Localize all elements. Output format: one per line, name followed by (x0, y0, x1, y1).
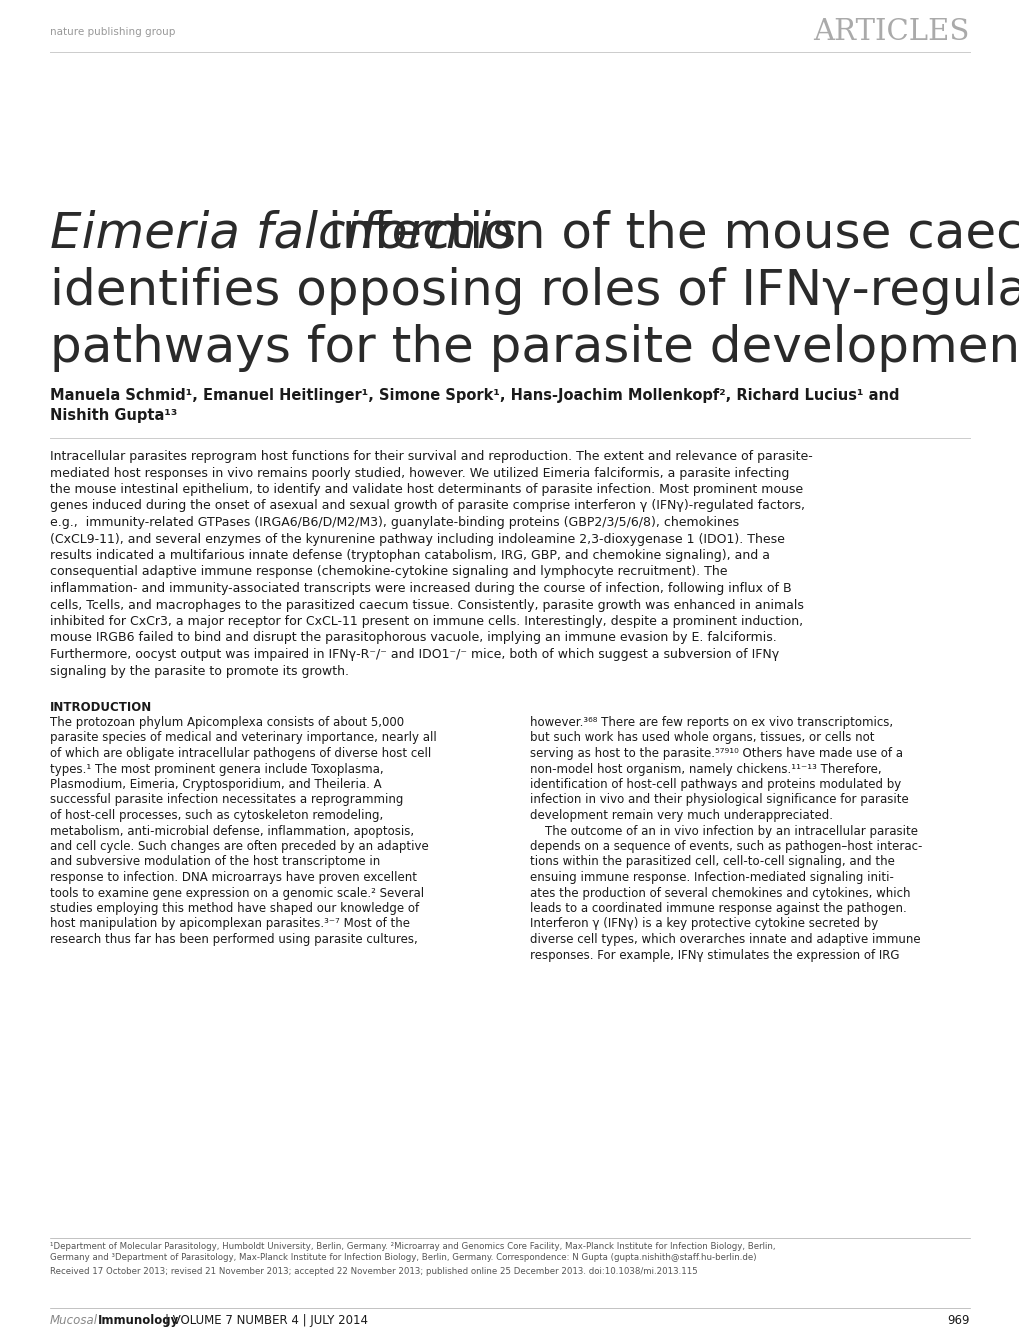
Text: responses. For example, IFNγ stimulates the expression of IRG: responses. For example, IFNγ stimulates … (530, 949, 899, 961)
Text: infection of the mouse caecum: infection of the mouse caecum (328, 210, 1019, 258)
Text: results indicated a multifarious innate defense (tryptophan catabolism, IRG, GBP: results indicated a multifarious innate … (50, 548, 769, 562)
Text: e.g.,  immunity-related GTPases (IRGA6/B6/D/M2/M3), guanylate-binding proteins (: e.g., immunity-related GTPases (IRGA6/B6… (50, 516, 739, 530)
Text: Plasmodium, Eimeria, Cryptosporidium, and Theileria. A: Plasmodium, Eimeria, Cryptosporidium, an… (50, 778, 381, 792)
Text: diverse cell types, which overarches innate and adaptive immune: diverse cell types, which overarches inn… (530, 933, 920, 946)
Text: The protozoan phylum Apicomplexa consists of about 5,000: The protozoan phylum Apicomplexa consist… (50, 716, 404, 728)
Text: INTRODUCTION: INTRODUCTION (50, 702, 152, 714)
Text: mediated host responses in vivo remains poorly studied, however. We utilized Eim: mediated host responses in vivo remains … (50, 466, 789, 480)
Text: consequential adaptive immune response (chemokine-cytokine signaling and lymphoc: consequential adaptive immune response (… (50, 566, 727, 578)
Text: Eimeria falciformis: Eimeria falciformis (50, 210, 517, 258)
Text: cells, Tcells, and macrophages to the parasitized caecum tissue. Consistently, p: cells, Tcells, and macrophages to the pa… (50, 598, 803, 612)
Text: development remain very much underappreciated.: development remain very much underapprec… (530, 809, 833, 823)
Text: identifies opposing roles of IFNγ-regulated host: identifies opposing roles of IFNγ-regula… (50, 267, 1019, 314)
Text: of host-cell processes, such as cytoskeleton remodeling,: of host-cell processes, such as cytoskel… (50, 809, 383, 823)
Text: inflammation- and immunity-associated transcripts were increased during the cour: inflammation- and immunity-associated tr… (50, 582, 791, 595)
Text: ¹Department of Molecular Parasitology, Humboldt University, Berlin, Germany. ²Mi: ¹Department of Molecular Parasitology, H… (50, 1242, 774, 1251)
Text: | VOLUME 7 NUMBER 4 | JULY 2014: | VOLUME 7 NUMBER 4 | JULY 2014 (165, 1314, 368, 1327)
Text: pathways for the parasite development: pathways for the parasite development (50, 324, 1019, 372)
Text: nature publishing group: nature publishing group (50, 27, 175, 38)
Text: metabolism, anti-microbial defense, inflammation, apoptosis,: metabolism, anti-microbial defense, infl… (50, 824, 414, 837)
Text: types.¹ The most prominent genera include Toxoplasma,: types.¹ The most prominent genera includ… (50, 762, 383, 775)
Text: tions within the parasitized cell, cell-to-cell signaling, and the: tions within the parasitized cell, cell-… (530, 856, 894, 868)
Text: ates the production of several chemokines and cytokines, which: ates the production of several chemokine… (530, 887, 910, 899)
Text: Intracellular parasites reprogram host functions for their survival and reproduc: Intracellular parasites reprogram host f… (50, 450, 812, 462)
Text: ensuing immune response. Infection-mediated signaling initi-: ensuing immune response. Infection-media… (530, 871, 893, 884)
Text: response to infection. DNA microarrays have proven excellent: response to infection. DNA microarrays h… (50, 871, 417, 884)
Text: Nishith Gupta¹³: Nishith Gupta¹³ (50, 409, 177, 423)
Text: genes induced during the onset of asexual and sexual growth of parasite comprise: genes induced during the onset of asexua… (50, 500, 804, 512)
Text: leads to a coordinated immune response against the pathogen.: leads to a coordinated immune response a… (530, 902, 906, 915)
Text: the mouse intestinal epithelium, to identify and validate host determinants of p: the mouse intestinal epithelium, to iden… (50, 482, 802, 496)
Text: studies employing this method have shaped our knowledge of: studies employing this method have shape… (50, 902, 419, 915)
Text: successful parasite infection necessitates a reprogramming: successful parasite infection necessitat… (50, 793, 403, 806)
Text: depends on a sequence of events, such as pathogen–host interac-: depends on a sequence of events, such as… (530, 840, 921, 853)
Text: but such work has used whole organs, tissues, or cells not: but such work has used whole organs, tis… (530, 731, 873, 745)
Text: Furthermore, oocyst output was impaired in IFNγ-R⁻/⁻ and IDO1⁻/⁻ mice, both of w: Furthermore, oocyst output was impaired … (50, 648, 779, 661)
Text: non-model host organism, namely chickens.¹¹⁻¹³ Therefore,: non-model host organism, namely chickens… (530, 762, 880, 775)
Text: host manipulation by apicomplexan parasites.³⁻⁷ Most of the: host manipulation by apicomplexan parasi… (50, 918, 410, 930)
Text: Interferon γ (IFNγ) is a key protective cytokine secreted by: Interferon γ (IFNγ) is a key protective … (530, 918, 877, 930)
Text: infection in vivo and their physiological significance for parasite: infection in vivo and their physiologica… (530, 793, 908, 806)
Text: Manuela Schmid¹, Emanuel Heitlinger¹, Simone Spork¹, Hans-Joachim Mollenkopf², R: Manuela Schmid¹, Emanuel Heitlinger¹, Si… (50, 388, 899, 403)
Text: ARTICLES: ARTICLES (813, 17, 969, 46)
Text: 969: 969 (947, 1314, 969, 1327)
Text: tools to examine gene expression on a genomic scale.² Several: tools to examine gene expression on a ge… (50, 887, 424, 899)
Text: Germany and ³Department of Parasitology, Max-Planck Institute for Infection Biol: Germany and ³Department of Parasitology,… (50, 1253, 756, 1262)
Text: serving as host to the parasite.⁵⁷⁹¹⁰ Others have made use of a: serving as host to the parasite.⁵⁷⁹¹⁰ Ot… (530, 747, 902, 759)
Text: however.³⁶⁸ There are few reports on ex vivo transcriptomics,: however.³⁶⁸ There are few reports on ex … (530, 716, 893, 728)
Text: identification of host-cell pathways and proteins modulated by: identification of host-cell pathways and… (530, 778, 901, 792)
Text: signaling by the parasite to promote its growth.: signaling by the parasite to promote its… (50, 664, 348, 677)
Text: mouse IRGB6 failed to bind and disrupt the parasitophorous vacuole, implying an : mouse IRGB6 failed to bind and disrupt t… (50, 632, 776, 645)
Text: and cell cycle. Such changes are often preceded by an adaptive: and cell cycle. Such changes are often p… (50, 840, 428, 853)
Text: research thus far has been performed using parasite cultures,: research thus far has been performed usi… (50, 933, 418, 946)
Text: and subversive modulation of the host transcriptome in: and subversive modulation of the host tr… (50, 856, 380, 868)
Text: (CxCL9-11), and several enzymes of the kynurenine pathway including indoleamine : (CxCL9-11), and several enzymes of the k… (50, 532, 784, 546)
Text: Immunology: Immunology (98, 1314, 179, 1327)
Text: of which are obligate intracellular pathogens of diverse host cell: of which are obligate intracellular path… (50, 747, 431, 759)
Text: inhibited for CxCr3, a major receptor for CxCL-11 present on immune cells. Inter: inhibited for CxCr3, a major receptor fo… (50, 616, 802, 628)
Text: Mucosal: Mucosal (50, 1314, 98, 1327)
Text: parasite species of medical and veterinary importance, nearly all: parasite species of medical and veterina… (50, 731, 436, 745)
Text: The outcome of an in vivo infection by an intracellular parasite: The outcome of an in vivo infection by a… (530, 824, 917, 837)
Text: Received 17 October 2013; revised 21 November 2013; accepted 22 November 2013; p: Received 17 October 2013; revised 21 Nov… (50, 1267, 697, 1275)
